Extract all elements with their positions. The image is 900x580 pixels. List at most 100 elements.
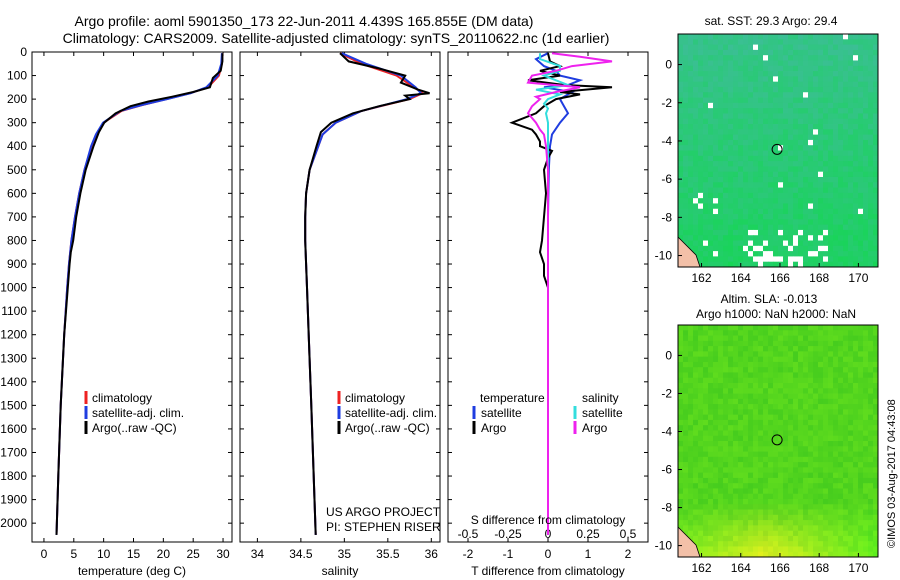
map-cell [693,425,699,431]
map-cell [708,398,714,405]
map-cell [773,430,779,437]
map-cell [718,446,724,452]
map-cell [868,65,874,72]
s-difference-axis-label: S difference from climatology [471,513,626,527]
map-cell [778,76,784,83]
map-cell [763,351,769,358]
map-cell [793,541,799,547]
map-cell [728,65,734,72]
map-cell [813,509,819,516]
map-cell [733,65,739,72]
map-cell [773,351,779,358]
map-cell [803,76,809,83]
map-cell [873,504,879,510]
map-cell [743,182,749,188]
map-cell [743,139,749,146]
map-cell [768,161,774,167]
map-cell [803,240,809,247]
map-cell [848,535,854,542]
map-cell [788,377,794,384]
map-cell [828,398,834,405]
map-cell [843,49,849,56]
map-cell [693,219,699,226]
map-cell [713,361,719,368]
map-cell [778,39,784,45]
map-cell [843,198,849,204]
map-cell [683,76,689,83]
map-cell [748,372,754,379]
map-cell [808,330,814,336]
map-cell [823,356,829,363]
map-cell [773,541,779,547]
map-cell [868,430,874,437]
map-cell [698,546,704,553]
map-cell [813,393,819,400]
map-cell [693,393,699,400]
map-cell [818,409,824,416]
map-cell [858,372,864,379]
map-cell [743,129,749,136]
map-cell [818,166,824,173]
map-cell [733,49,739,56]
map-cell [693,134,699,141]
map-cell [848,150,854,157]
map-cell [763,361,769,368]
map-cell [763,551,769,558]
map-cell [828,419,834,426]
map-cell [713,81,719,88]
map-cell [763,49,769,56]
map-cell [818,245,824,252]
map-cell [683,356,689,363]
map-cell [868,71,874,77]
map-cell [828,76,834,83]
map-cell [703,388,709,394]
map-cell [783,81,789,88]
map-cell [773,493,779,500]
map-cell [713,124,719,130]
series-line-clim [55,53,224,535]
map-cell [853,477,859,484]
map-cell [778,372,784,379]
map-cell [733,525,739,532]
map-cell [778,346,784,352]
map-cell [868,367,874,373]
map-cell [758,171,764,178]
map-cell [818,404,824,410]
map-cell [838,377,844,384]
map-cell [793,504,799,510]
map-cell [863,367,869,373]
map-cell [678,456,684,463]
lon-tick-label: 166 [770,561,790,575]
map-cell [778,219,784,226]
map-cell [683,161,689,167]
map-cell [763,203,769,210]
map-cell [718,477,724,484]
map-cell [783,377,789,384]
map-cell [768,483,774,489]
map-cell [713,261,719,268]
credit-project: US ARGO PROJECT [326,505,441,519]
map-cell [768,71,774,77]
map-cell [868,435,874,442]
map-cell [833,44,839,51]
map-cell [803,92,809,98]
map-cell [713,166,719,173]
map-cell [763,65,769,72]
map-cell [758,39,764,45]
map-cell [743,245,749,252]
map-cell [813,346,819,352]
map-cell [793,118,799,125]
map-cell [838,208,844,215]
map-cell [828,251,834,257]
map-cell [828,113,834,120]
map-cell [788,192,794,199]
map-cell [723,414,729,421]
map-cell [738,219,744,226]
map-cell [783,404,789,410]
map-cell [758,92,764,98]
map-cell [688,398,694,405]
map-cell [793,150,799,157]
map-cell [733,514,739,521]
map-cell [778,176,784,183]
map-cell [798,356,804,363]
